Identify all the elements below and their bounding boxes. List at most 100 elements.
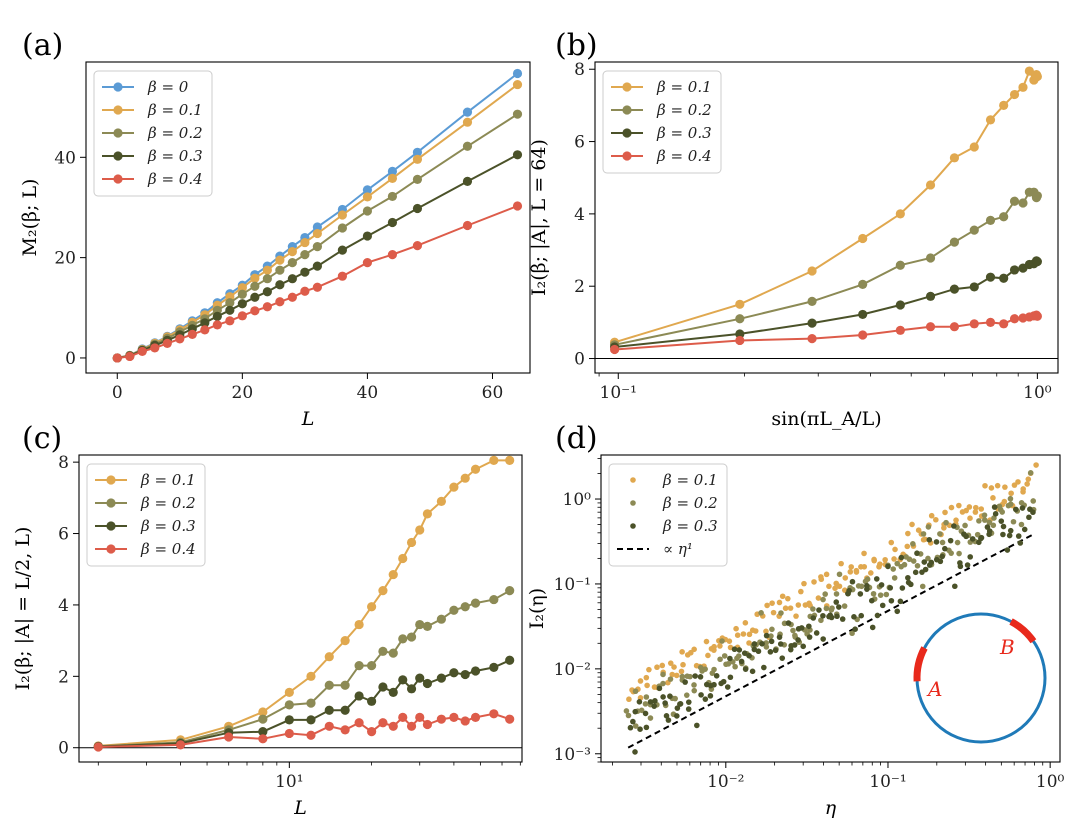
data-point <box>112 353 122 363</box>
scatter-point <box>740 631 747 637</box>
scatter-point <box>738 658 745 665</box>
legend-marker <box>113 105 123 115</box>
data-point <box>895 209 905 219</box>
data-point <box>398 553 408 564</box>
scatter-point <box>829 605 835 611</box>
scatter-point <box>912 569 919 576</box>
scatter-point <box>877 561 883 567</box>
scatter-point <box>790 627 796 634</box>
data-point <box>150 343 160 353</box>
scatter-point <box>726 638 733 644</box>
series-line-2 <box>98 659 511 748</box>
data-point <box>925 253 936 263</box>
scatter-point <box>999 509 1005 515</box>
scatter-point <box>836 583 843 590</box>
axes-frame <box>78 454 523 763</box>
scatter-point <box>899 585 906 591</box>
scatter-point <box>674 705 681 711</box>
legend-label: β = 0.3 <box>662 517 718 535</box>
scatter-point <box>711 647 717 653</box>
scatter-point <box>956 550 962 557</box>
data-point <box>275 255 285 265</box>
scatter-point <box>685 706 692 712</box>
scatter-point <box>964 562 971 568</box>
x-axis-label: sin(πL_A/L) <box>771 408 881 430</box>
scatter-point <box>763 628 769 635</box>
scatter-point <box>885 563 891 570</box>
scatter-point <box>892 546 898 553</box>
data-point <box>337 210 347 220</box>
scatter-point <box>632 708 639 715</box>
data-point <box>512 150 523 160</box>
data-point <box>1009 265 1020 275</box>
data-point <box>237 289 247 299</box>
scatter-point <box>654 664 660 671</box>
scatter-point <box>891 575 898 581</box>
data-point <box>858 233 868 244</box>
scatter-point <box>768 638 775 645</box>
data-point <box>362 185 373 195</box>
inset-label-B: B <box>999 635 1015 659</box>
scatter-point <box>901 561 908 568</box>
scatter-point <box>768 633 774 639</box>
data-point <box>354 718 364 728</box>
scatter-point <box>861 550 867 557</box>
data-point <box>415 712 425 722</box>
scatter-point <box>851 614 857 620</box>
data-point <box>287 247 297 257</box>
data-point <box>284 715 294 725</box>
scatter-point <box>986 531 992 538</box>
scatter-point <box>798 625 805 631</box>
scatter-point <box>957 563 964 570</box>
data-point <box>969 142 979 152</box>
data-point <box>895 300 905 310</box>
scatter-point <box>1015 533 1022 539</box>
scatter-point <box>741 650 748 656</box>
scatter-point <box>752 628 759 634</box>
data-point <box>225 316 235 326</box>
scatter-point <box>967 515 973 522</box>
scatter-point <box>682 679 688 685</box>
data-point <box>175 334 185 344</box>
data-point <box>262 302 272 312</box>
legend-box <box>93 70 213 197</box>
y-axis-label: I₂(β; |A| = L/2, L) <box>12 527 34 691</box>
scatter-point <box>776 599 783 606</box>
series-line-0 <box>614 68 1039 344</box>
data-point <box>406 537 417 548</box>
data-point <box>460 716 470 726</box>
data-point <box>489 594 499 605</box>
scatter-point <box>679 649 685 655</box>
scatter-point <box>948 504 955 511</box>
data-point <box>949 237 960 247</box>
scatter-point <box>937 531 943 537</box>
scatter-point <box>976 518 982 524</box>
data-point <box>470 464 481 474</box>
data-point <box>354 691 364 701</box>
scatter-point <box>956 502 962 509</box>
scatter-point <box>735 653 742 659</box>
data-point <box>237 283 247 293</box>
data-point <box>187 329 197 339</box>
y-tick-label: 0 <box>65 349 76 369</box>
y-tick-label: 8 <box>574 60 585 80</box>
scatter-point <box>1015 479 1021 485</box>
data-point <box>200 318 210 328</box>
data-point <box>287 258 297 268</box>
scatter-point <box>914 563 921 569</box>
y-tick-label: 10⁻³ <box>554 745 591 765</box>
legend-label: β = 0.1 <box>147 101 203 119</box>
legend-box <box>608 463 728 567</box>
data-point <box>462 176 473 186</box>
scatter-point <box>810 615 817 621</box>
scatter-point <box>659 662 666 669</box>
data-point <box>807 334 817 344</box>
scatter-point <box>920 536 927 543</box>
scatter-point <box>727 674 734 681</box>
scatter-point <box>858 583 865 590</box>
scatter-point <box>974 531 981 538</box>
data-point <box>462 141 473 151</box>
legend-marker <box>113 82 123 92</box>
scatter-point <box>869 624 876 631</box>
y-tick-label: 40 <box>54 148 76 168</box>
